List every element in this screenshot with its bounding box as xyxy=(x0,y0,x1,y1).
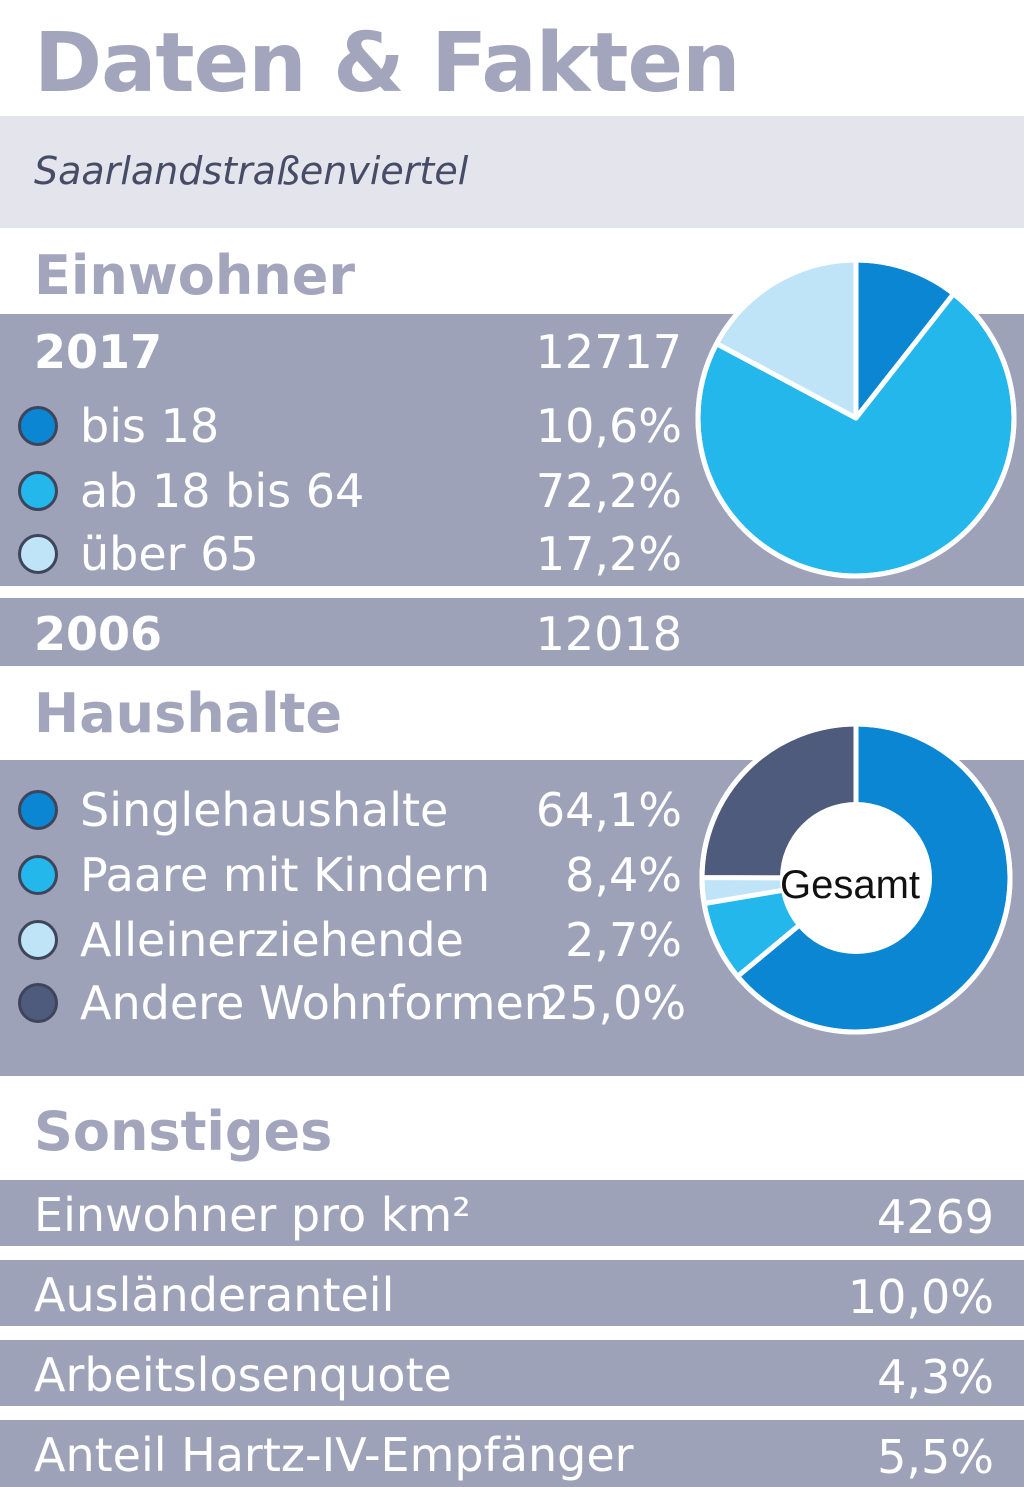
sonstiges-label-hartz-iv: Anteil Hartz-IV-Empfänger xyxy=(34,1428,634,1482)
legend-value-singlehaushalte: 64,1% xyxy=(535,783,682,837)
year-2017-value: 12717 xyxy=(535,325,682,379)
sonstiges-row xyxy=(0,1180,1024,1246)
year-2017-label: 2017 xyxy=(34,325,163,379)
legend-label-paare-mit-kindern: Paare mit Kindern xyxy=(80,848,490,902)
sonstiges-row xyxy=(0,1420,1024,1487)
sonstiges-value-auslaenderanteil: 10,0% xyxy=(847,1270,994,1324)
legend-dot-18-64 xyxy=(18,471,58,511)
sonstiges-value-einwohner-pro-km2: 4269 xyxy=(876,1190,994,1244)
legend-value-andere-wohnformen: 25,0% xyxy=(540,976,687,1030)
haushalte-donut-chart xyxy=(699,721,1013,1035)
sonstiges-row xyxy=(0,1260,1024,1326)
year-2006-label: 2006 xyxy=(34,607,163,661)
pie-outline xyxy=(695,257,1017,579)
einwohner-pie-chart xyxy=(695,257,1017,579)
legend-label-alleinerziehende: Alleinerziehende xyxy=(80,913,464,967)
legend-dot-singlehaushalte xyxy=(18,790,58,830)
legend-label-singlehaushalte: Singlehaushalte xyxy=(80,783,449,837)
legend-dot-andere-wohnformen xyxy=(18,983,58,1023)
legend-value-paare-mit-kindern: 8,4% xyxy=(565,848,682,902)
legend-dot-ueber-65 xyxy=(18,534,58,574)
legend-value-alleinerziehende: 2,7% xyxy=(565,913,682,967)
donut-center-label: Gesamt xyxy=(780,863,921,907)
sonstiges-value-arbeitslosenquote: 4,3% xyxy=(877,1350,994,1404)
legend-label-18-64: ab 18 bis 64 xyxy=(80,464,365,518)
subtitle-band xyxy=(0,116,1024,228)
legend-value-ueber-65: 17,2% xyxy=(535,527,682,581)
legend-value-bis-18: 10,6% xyxy=(535,399,682,453)
year-2006-value: 12018 xyxy=(535,607,682,661)
einwohner-heading: Einwohner xyxy=(34,244,355,307)
pie-outline xyxy=(699,721,1013,1035)
einwohner-2006-band xyxy=(0,598,1024,666)
legend-value-18-64: 72,2% xyxy=(535,464,682,518)
sonstiges-label-auslaenderanteil: Ausländeranteil xyxy=(34,1268,395,1322)
page-subtitle: Saarlandstraßenviertel xyxy=(34,149,469,193)
legend-dot-bis-18 xyxy=(18,406,58,446)
sonstiges-heading: Sonstiges xyxy=(34,1100,333,1163)
donut-hole xyxy=(780,802,932,954)
sonstiges-row xyxy=(0,1340,1024,1406)
legend-label-ueber-65: über 65 xyxy=(80,527,259,581)
legend-label-bis-18: bis 18 xyxy=(80,399,220,453)
haushalte-heading: Haushalte xyxy=(34,682,343,745)
sonstiges-label-arbeitslosenquote: Arbeitslosenquote xyxy=(34,1348,452,1402)
sonstiges-label-einwohner-pro-km2: Einwohner pro km² xyxy=(34,1188,471,1242)
legend-dot-alleinerziehende xyxy=(18,920,58,960)
page-title: Daten & Fakten xyxy=(34,16,740,111)
legend-dot-paare-mit-kindern xyxy=(18,855,58,895)
sonstiges-value-hartz-iv: 5,5% xyxy=(877,1430,994,1484)
legend-label-andere-wohnformen: Andere Wohnformen xyxy=(80,976,553,1030)
